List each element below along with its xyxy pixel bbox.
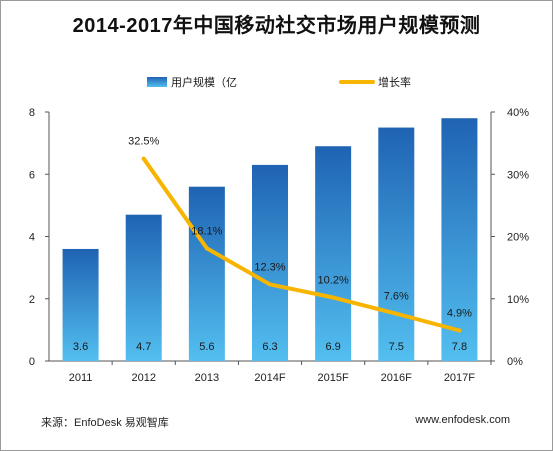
growth-rate-point bbox=[457, 328, 462, 333]
y-right-tick-label: 20% bbox=[507, 232, 529, 244]
x-tick-label: 2013 bbox=[195, 372, 219, 384]
y-left-tick-label: 8 bbox=[29, 107, 35, 119]
bar bbox=[315, 146, 352, 361]
x-tick-label: 2014F bbox=[254, 372, 285, 384]
x-tick-label: 2011 bbox=[69, 372, 93, 384]
bar-value-label: 6.3 bbox=[262, 341, 277, 353]
growth-rate-label: 4.9% bbox=[447, 307, 472, 319]
legend-label-line: 增长率 bbox=[378, 75, 411, 89]
x-tick-label: 2016F bbox=[381, 372, 412, 384]
y-left-tick-label: 2 bbox=[29, 294, 35, 306]
source-note: 来源：EnfoDesk 易观智库 bbox=[41, 417, 169, 429]
growth-rate-point bbox=[394, 311, 399, 316]
growth-rate-label: 7.6% bbox=[384, 291, 409, 303]
growth-rate-label: 12.3% bbox=[254, 261, 285, 273]
growth-rate-point bbox=[268, 282, 272, 287]
growth-rate-label: 18.1% bbox=[191, 225, 222, 237]
legend-swatch-bar bbox=[147, 77, 167, 87]
y-right-tick-label: 30% bbox=[507, 169, 529, 181]
growth-rate-point bbox=[141, 156, 146, 161]
bar-value-label: 4.7 bbox=[136, 341, 151, 353]
x-tick-label: 2012 bbox=[131, 372, 155, 384]
y-left-tick-label: 6 bbox=[29, 169, 35, 181]
legend-label-bar: 用户规模（亿 bbox=[171, 75, 237, 89]
y-left-tick-label: 0 bbox=[29, 356, 35, 368]
growth-rate-line bbox=[141, 156, 462, 333]
bar-value-label: 7.5 bbox=[389, 341, 404, 353]
bar bbox=[62, 248, 99, 361]
bar bbox=[188, 186, 225, 361]
growth-rate-label: 32.5% bbox=[128, 136, 159, 148]
bar-value-label: 5.6 bbox=[199, 341, 214, 353]
y-left-tick-label: 4 bbox=[29, 232, 35, 244]
growth-rate-point bbox=[204, 246, 209, 251]
bar-value-label: 6.9 bbox=[325, 341, 340, 353]
chart-title: 2014-2017年中国移动社交市场用户规模预测 bbox=[72, 15, 481, 37]
y-right-tick-label: 40% bbox=[507, 107, 529, 119]
y-right-tick-label: 0% bbox=[507, 356, 523, 368]
x-tick-label: 2017F bbox=[444, 372, 475, 384]
bar bbox=[252, 164, 288, 361]
bar bbox=[125, 214, 162, 361]
bar bbox=[441, 118, 478, 361]
website-link[interactable]: www.enfodesk.com bbox=[415, 414, 510, 426]
bar bbox=[378, 127, 415, 361]
growth-rate-point bbox=[331, 295, 336, 300]
bar-value-label: 3.6 bbox=[73, 341, 88, 353]
y-right-tick-label: 10% bbox=[507, 294, 529, 306]
growth-rate-label: 10.2% bbox=[318, 275, 349, 287]
x-tick-label: 2015F bbox=[318, 372, 349, 384]
bar-value-label: 7.8 bbox=[452, 341, 467, 353]
